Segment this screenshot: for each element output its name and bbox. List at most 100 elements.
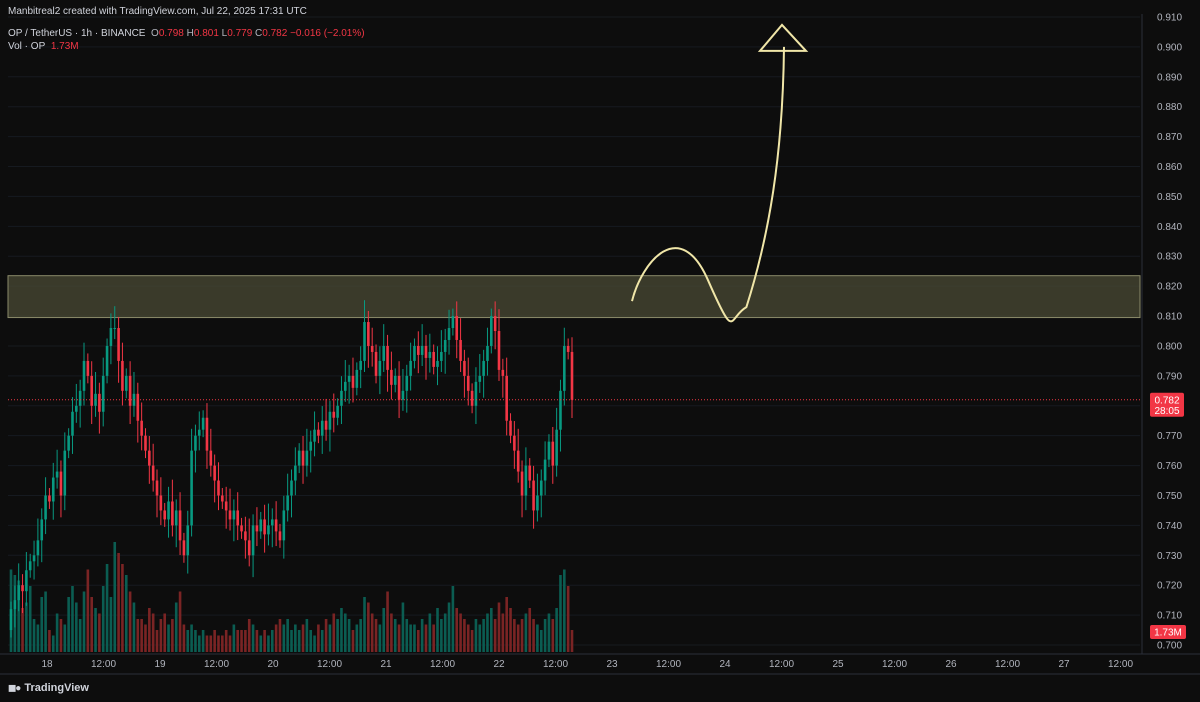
candle-body xyxy=(251,525,255,556)
candle-body xyxy=(294,465,297,481)
symbol-legend[interactable]: OP / TetherUS · 1h · BINANCE O0.798 H0.8… xyxy=(8,28,365,39)
candle-body xyxy=(17,585,20,601)
volume-bar xyxy=(244,630,247,652)
volume-bar xyxy=(105,564,109,652)
volume-bar xyxy=(297,630,301,652)
candle-body xyxy=(355,369,359,388)
volume-bar xyxy=(232,624,236,652)
candle-body xyxy=(536,495,539,511)
candle-body xyxy=(343,381,347,391)
resistance-zone[interactable] xyxy=(7,275,1141,319)
volume-bar xyxy=(490,608,493,652)
candle-body xyxy=(305,450,309,466)
price-tick-label: 0.820 xyxy=(1157,282,1182,293)
candle-body xyxy=(459,339,462,361)
candle-body xyxy=(132,393,136,406)
candle-body xyxy=(255,525,259,532)
volume-bar xyxy=(98,613,101,652)
volume-bar xyxy=(413,624,416,652)
candle-body xyxy=(513,435,516,451)
projection-arrow-head[interactable] xyxy=(757,23,809,52)
price-tick-label: 0.800 xyxy=(1157,341,1182,352)
price-tick-label: 0.870 xyxy=(1157,132,1182,143)
time-tick-label: 24 xyxy=(719,659,731,670)
candle-body xyxy=(25,570,28,592)
volume-label: Vol · OP xyxy=(8,41,46,52)
volume-bar xyxy=(267,635,270,652)
candle-body xyxy=(340,390,343,406)
candle-body xyxy=(174,510,178,526)
candle-body xyxy=(148,450,151,466)
time-tick-label: 25 xyxy=(832,659,844,670)
tradingview-logo[interactable]: ◼● TradingView xyxy=(8,682,89,694)
candle-body xyxy=(474,381,478,406)
volume-bar xyxy=(551,619,555,652)
time-tick-label: 26 xyxy=(945,659,957,670)
volume-bar xyxy=(320,630,324,652)
candle-body xyxy=(278,531,282,541)
volume-bar xyxy=(121,564,124,652)
volume-bar xyxy=(117,553,120,652)
volume-bar xyxy=(259,635,263,652)
time-axis[interactable]: 18 12:00 19 12:00 20 12:00 21 12:00 22 12:00 23 12:… xyxy=(41,659,1133,670)
volume-bar xyxy=(270,630,274,652)
volume-bar xyxy=(397,624,401,652)
volume-bar xyxy=(228,635,232,652)
candle-body xyxy=(332,411,336,418)
volume-tag-bg xyxy=(1150,625,1186,639)
volume-bar xyxy=(182,624,186,652)
candle-body xyxy=(282,510,286,541)
volume-bar xyxy=(224,630,228,652)
candle-body xyxy=(451,316,455,329)
candle-body xyxy=(190,450,193,526)
volume-bar xyxy=(309,630,313,652)
volume-bar xyxy=(336,619,339,652)
volume-bar xyxy=(466,624,470,652)
volume-bar xyxy=(274,624,278,652)
volume-bar xyxy=(51,635,55,652)
last-price-tag-bg xyxy=(1150,392,1184,417)
volume-bar xyxy=(317,624,320,652)
volume-bar xyxy=(205,635,209,652)
candle-body xyxy=(367,322,370,346)
candle-body xyxy=(440,351,443,361)
volume-legend[interactable]: Vol · OP 1.73M xyxy=(8,41,79,52)
volume-bar xyxy=(382,608,386,652)
price-tick-label: 0.700 xyxy=(1157,641,1182,652)
volume-bar xyxy=(570,630,574,652)
low-label: L xyxy=(221,28,228,39)
volume-bar xyxy=(343,613,347,652)
volume-bar xyxy=(547,613,551,652)
candle-body xyxy=(217,480,220,496)
volume-bar xyxy=(167,624,170,652)
candle-body xyxy=(405,375,409,391)
volume-bar xyxy=(367,602,370,652)
close-value: 0.782 xyxy=(262,28,288,39)
candle-body xyxy=(524,465,528,496)
candle-body xyxy=(386,345,389,370)
volume-bar xyxy=(201,630,205,652)
candle-body xyxy=(9,609,13,631)
volume-bar xyxy=(340,608,343,652)
price-axis[interactable]: 0.910 0.900 0.890 0.880 0.870 0.860 0.850 0.840… xyxy=(1157,12,1182,651)
open-value: 0.798 xyxy=(158,28,184,39)
volume-bar xyxy=(178,591,182,652)
candle-body xyxy=(117,328,120,361)
candle-body xyxy=(40,519,44,541)
last-price-tag: 0.782 xyxy=(1154,395,1179,406)
volume-bar xyxy=(263,630,266,652)
candlesticks xyxy=(9,300,574,638)
projection-arrow-path[interactable] xyxy=(631,46,785,323)
volume-bar xyxy=(513,619,516,652)
volume-bar xyxy=(432,624,435,652)
volume-bar xyxy=(516,624,520,652)
volume-bar xyxy=(563,569,566,652)
volume-bar xyxy=(463,619,466,652)
candle-body xyxy=(274,519,278,532)
volume-bar xyxy=(420,619,424,652)
candle-body xyxy=(563,345,566,391)
candle-body xyxy=(378,360,382,376)
volume-bar xyxy=(401,602,405,652)
candle-body xyxy=(420,345,424,355)
